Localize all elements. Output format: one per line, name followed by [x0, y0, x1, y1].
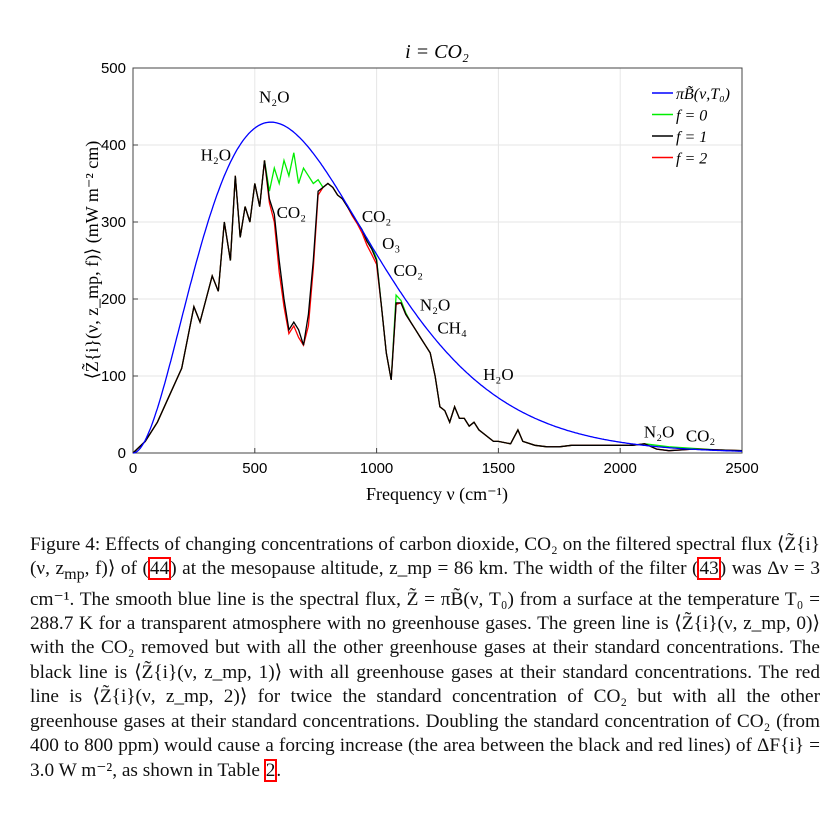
table-ref-link[interactable]: 2: [263, 758, 278, 782]
caption-text: ) was Δν = 3 cm⁻¹. The smooth blue line …: [30, 558, 820, 781]
legend-label: f = 1: [676, 129, 707, 146]
gas-label: CO₂: [362, 207, 392, 226]
caption-text: .: [276, 759, 282, 781]
series-line-2: [132, 160, 743, 454]
legend-label: πB̃(ν,T₀): [676, 85, 730, 103]
spectral-flux-chart: 0 500 1000 1500 2000 2500 0 100 200 300 400 500 N₂O…: [80, 41, 758, 505]
caption-text: , f)⟩ of (: [84, 558, 149, 580]
x-tick-label: 1000: [360, 460, 393, 477]
legend: πB̃(ν,T₀) f = 0 f = 1 f = 2: [652, 85, 730, 168]
y-tick-label: 400: [101, 137, 126, 154]
equation-ref-link[interactable]: 43: [697, 557, 721, 581]
legend-label: f = 0: [676, 108, 707, 125]
gas-label: N₂O: [644, 423, 674, 442]
equation-ref-link[interactable]: 44: [147, 557, 172, 581]
legend-label: f = 2: [676, 151, 707, 168]
x-tick-label: 500: [242, 460, 267, 477]
gas-label: CH₄: [437, 319, 467, 338]
gas-label: CO₂: [686, 426, 716, 445]
y-tick-label: 200: [101, 291, 126, 308]
caption-sub: mp: [64, 566, 85, 584]
x-axis-label: Frequency ν (cm⁻¹): [366, 484, 508, 505]
y-axis-label: ⟨Z̃{i}(ν, z_mp, f)⟩ (mW m⁻² cm): [80, 141, 103, 379]
y-tick-label: 100: [101, 368, 126, 385]
x-tick-label: 2000: [604, 460, 637, 477]
figure-caption: Figure 4: Effects of changing concentrat…: [30, 533, 820, 783]
x-tick-label: 2500: [725, 460, 758, 477]
series-line-0: [132, 121, 743, 454]
x-tick-label: 0: [129, 460, 137, 477]
gas-label: N₂O: [420, 296, 450, 315]
caption-text: Figure 4: Effects of changing concentrat…: [30, 534, 820, 580]
gas-label: H₂O: [483, 365, 513, 384]
gas-label: CO₂: [277, 203, 307, 222]
gas-label: O₃: [382, 234, 400, 253]
chart-title: i = CO₂: [405, 41, 469, 63]
x-tick-label: 1500: [482, 460, 515, 477]
y-tick-label: 500: [101, 60, 126, 77]
caption-text: ) at the mesopause altitude, z_mp = 86 k…: [170, 558, 699, 580]
y-tick-label: 300: [101, 214, 126, 231]
gas-label: N₂O: [259, 88, 289, 107]
plot-frame: [132, 67, 743, 454]
gas-label: H₂O: [201, 145, 231, 164]
y-tick-label: 0: [118, 445, 126, 462]
gas-label: CO₂: [393, 261, 423, 280]
